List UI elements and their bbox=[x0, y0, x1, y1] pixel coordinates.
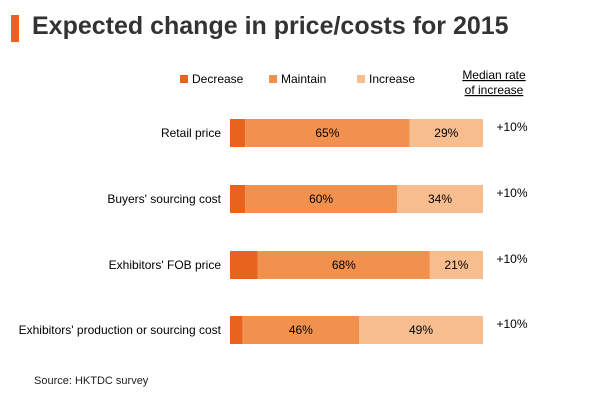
data-label: 21% bbox=[444, 258, 468, 272]
legend: Decrease Maintain Increase bbox=[180, 72, 415, 86]
bars bbox=[230, 119, 483, 344]
data-label: 68% bbox=[332, 258, 356, 272]
bar-maintain bbox=[245, 185, 397, 213]
data-label: 29% bbox=[434, 126, 458, 140]
legend-label: Increase bbox=[369, 72, 415, 86]
median-rate-value: +10% bbox=[496, 317, 527, 331]
bar-decrease bbox=[230, 251, 258, 279]
bar-decrease bbox=[230, 316, 243, 344]
median-rate-value: +10% bbox=[496, 252, 527, 266]
data-label: 49% bbox=[409, 323, 433, 337]
bar-increase bbox=[429, 251, 483, 279]
data-label: 60% bbox=[309, 192, 333, 206]
bar-decrease bbox=[230, 119, 246, 147]
data-label: 34% bbox=[428, 192, 452, 206]
legend-label: Decrease bbox=[192, 72, 244, 86]
category-label: Exhibitors' FOB price bbox=[109, 258, 222, 272]
bar-increase bbox=[396, 185, 483, 213]
legend-swatch bbox=[357, 75, 365, 83]
legend-swatch bbox=[180, 75, 188, 83]
median-rate-value: +10% bbox=[496, 186, 527, 200]
labels: Retail price 65% 29% +10% Buyers' sourcing c… bbox=[19, 120, 528, 337]
title-accent-bar bbox=[11, 15, 19, 42]
bar-maintain bbox=[242, 316, 360, 344]
category-label: Retail price bbox=[161, 126, 221, 140]
bar-maintain bbox=[245, 119, 410, 147]
category-label: Exhibitors' production or sourcing cost bbox=[19, 323, 222, 337]
chart-title: Expected change in price/costs for 2015 bbox=[32, 12, 509, 40]
median-rate-value: +10% bbox=[496, 120, 527, 134]
bar-increase bbox=[359, 316, 483, 344]
data-label: 65% bbox=[315, 126, 339, 140]
median-header-text: Median rate bbox=[462, 68, 526, 82]
bar-maintain bbox=[257, 251, 430, 279]
legend-label: Maintain bbox=[281, 72, 326, 86]
category-label: Buyers' sourcing cost bbox=[107, 192, 221, 206]
data-label: 46% bbox=[289, 323, 313, 337]
legend-swatch bbox=[269, 75, 277, 83]
bar-increase bbox=[409, 119, 483, 147]
median-header-text: of increase bbox=[465, 83, 524, 97]
bar-decrease bbox=[230, 185, 246, 213]
source-note: Source: HKTDC survey bbox=[34, 375, 149, 387]
